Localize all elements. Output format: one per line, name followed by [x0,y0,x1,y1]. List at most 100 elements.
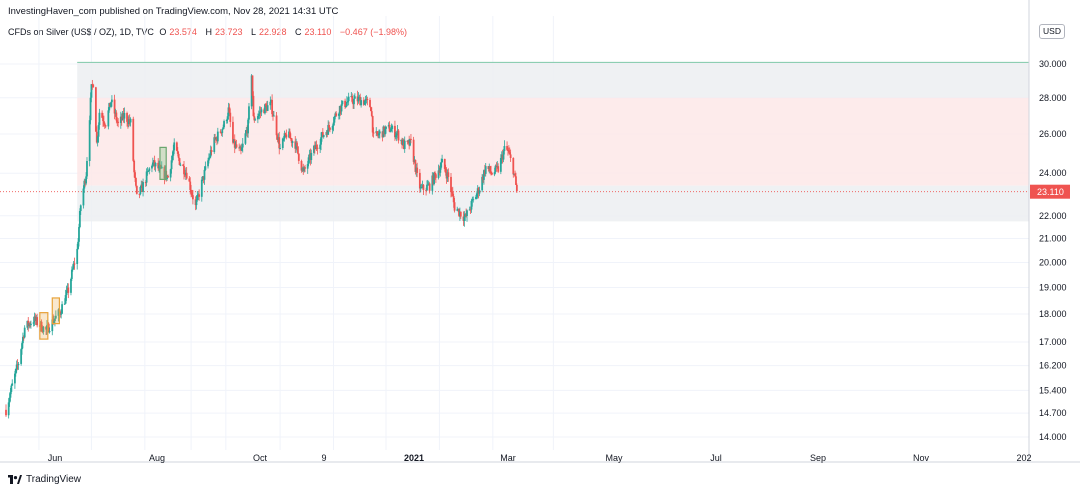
candle [403,136,406,153]
candle [235,139,238,149]
candle-body [123,113,126,119]
candle-body [209,150,212,157]
candle-body [191,192,193,196]
candle-body [327,125,330,135]
symbol-name[interactable]: CFDs on Silver (US$ / OZ), 1D, TVC [8,27,154,37]
candle [102,112,104,127]
price-tick-label: 18.000 [1039,309,1067,319]
candle [247,117,249,138]
price-tick-label: 26.000 [1039,129,1067,139]
candle [92,83,95,88]
candle-body [51,319,54,332]
candle [360,97,363,108]
candle [46,320,48,335]
candle-body [459,211,462,217]
candle [376,130,379,137]
candle [198,189,201,201]
candle [347,92,350,106]
candle [291,140,294,148]
candle-body [79,205,82,212]
candle-body [346,101,349,103]
candle [21,341,23,355]
candle-body [304,167,306,169]
candle [335,111,338,117]
time-tick-label: 2021 [404,453,424,463]
candle [167,174,169,178]
candle-body [366,98,369,100]
candle-body [337,113,340,116]
candle [297,153,300,165]
candle [289,128,291,139]
candle-body [90,84,93,98]
candle-body [353,98,355,105]
candle-body [310,152,313,160]
candle-body [160,166,163,169]
candle [329,126,331,133]
candle [434,172,437,183]
candle [484,162,487,177]
candle [72,260,75,270]
candle-body [117,121,120,123]
candle-body [491,172,493,175]
candle [397,129,400,144]
candle [11,379,14,386]
candle-body [502,150,505,160]
price-tick-label: 20.000 [1039,257,1067,267]
candle-body [189,181,192,190]
candle [378,129,381,139]
candle-body [203,169,206,180]
candle-body [453,202,456,211]
currency-button[interactable]: USD [1039,24,1065,39]
candle-body [490,171,492,173]
candle-body [20,349,23,364]
candle-body [40,321,43,332]
candle-body [15,364,18,370]
price-tick-label: 14.700 [1039,408,1067,418]
candle-body [169,169,172,178]
zone-middle-range [77,97,1029,186]
candle-body [207,160,209,167]
candle [54,318,56,327]
candle-body [266,105,269,111]
price-tick-label: 21.000 [1039,234,1067,244]
candle-body [247,119,249,134]
candle [345,105,347,108]
candle-body [78,227,80,242]
candle-body [129,118,132,123]
candle-body [512,158,515,175]
candle [228,103,231,114]
candle-body [171,155,174,161]
candle-body [204,166,207,170]
candle-body [10,385,13,392]
candle-body [376,131,379,135]
candle [453,197,456,213]
candle-body [409,138,411,146]
candle-body [456,209,459,211]
candle-body [306,164,309,169]
candle-body [228,107,231,113]
candle [364,95,367,106]
candle-body [282,138,285,140]
candle-body [77,241,79,249]
candle-body [148,168,151,171]
candle-body [403,140,406,150]
candle-body [96,136,99,143]
candle-body [235,144,238,148]
candle-body [315,144,318,148]
candle-body [493,172,496,175]
candle [258,106,261,120]
candle [441,154,443,163]
candle [183,161,185,180]
candle-body [420,187,423,189]
candle [409,138,411,147]
candle-body [503,146,506,151]
candle-body [394,125,396,138]
candle-body [154,162,157,167]
candle [216,127,219,144]
candle-body [72,263,75,269]
high-label: H [205,27,212,37]
tradingview-footer[interactable]: TradingView [8,474,81,485]
candle [132,116,135,162]
candle [447,168,450,182]
